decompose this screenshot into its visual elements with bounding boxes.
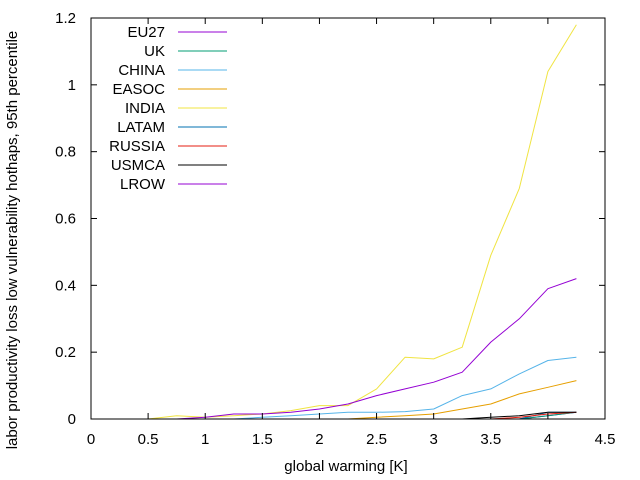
y-tick-label: 0.6 — [55, 211, 76, 228]
x-tick-label: 3 — [429, 431, 437, 448]
y-tick-label: 1.2 — [55, 10, 76, 27]
series-line-china — [91, 356, 577, 420]
x-tick-label: 0.5 — [138, 431, 159, 448]
x-axis-label: global warming [K] — [284, 458, 407, 475]
x-tick-label: 2.5 — [366, 431, 387, 448]
legend-label-india: INDIA — [125, 100, 165, 117]
series-line-lrow — [91, 278, 577, 420]
legend: EU27 UK CHINA EASOC INDIA LATAM RUSSIA USMCA LRO… — [109, 24, 227, 193]
y-axis-label: labor productivity loss low vulnerabilit… — [4, 31, 21, 450]
legend-label-easoc: EASOC — [112, 81, 165, 98]
y-tick-label: 0 — [68, 411, 76, 428]
x-tick-label: 4 — [544, 431, 552, 448]
legend-label-uk: UK — [144, 43, 165, 60]
x-tick-label: 0 — [87, 431, 95, 448]
plot-frame — [90, 17, 606, 420]
x-tick-label: 1 — [201, 431, 209, 448]
series-line-india — [91, 24, 577, 420]
x-tick-label: 4.5 — [595, 431, 616, 448]
legend-label-lrow: LROW — [120, 176, 166, 193]
legend-label-china: CHINA — [118, 62, 165, 79]
y-tick-label: 0.4 — [55, 277, 76, 294]
x-tick-label: 3.5 — [480, 431, 501, 448]
y-tick-label: 0.8 — [55, 144, 76, 161]
x-tick-label: 2 — [315, 431, 323, 448]
y-tick-label: 1 — [68, 77, 76, 94]
x-tick-label: 1.5 — [252, 431, 273, 448]
y-tick-label: 0.2 — [55, 344, 76, 361]
legend-label-usmca: USMCA — [111, 157, 165, 174]
legend-label-russia: RUSSIA — [109, 138, 165, 155]
legend-label-latam: LATAM — [117, 119, 165, 136]
legend-label-eu27: EU27 — [127, 24, 165, 41]
axes-layer: 0 0.5 1 1.5 2 2.5 3 3.5 4 4.5 0 0.2 0.4 0.6 0.8 1 1.2 — [55, 10, 615, 448]
